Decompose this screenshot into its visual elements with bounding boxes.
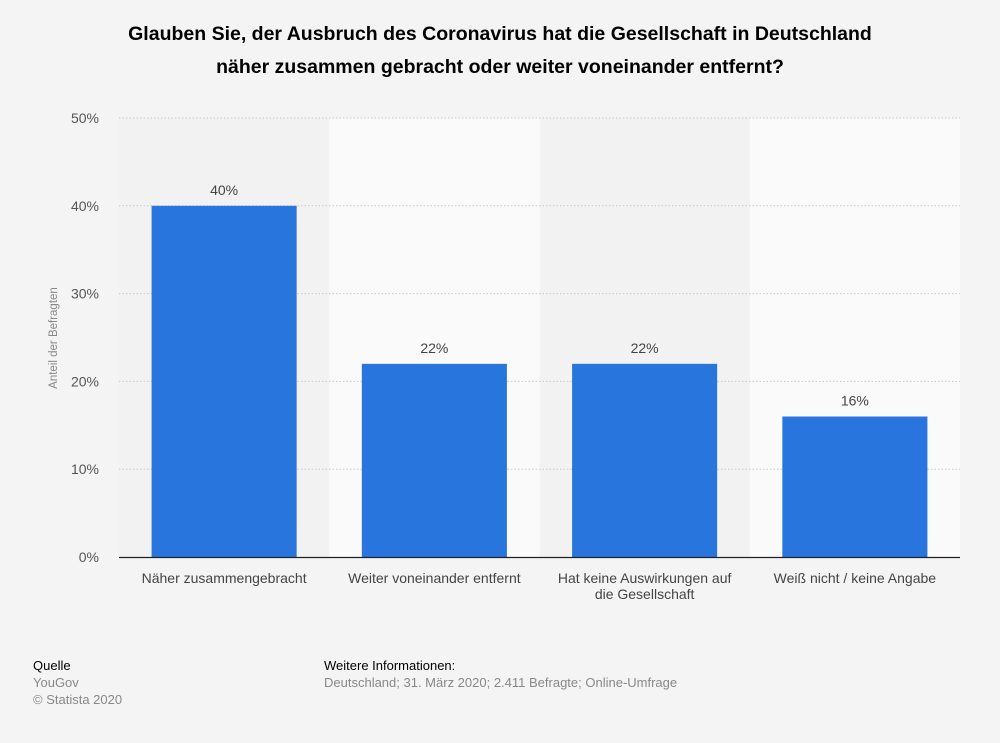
data-labels: 40% 22% 22% 16% <box>210 182 869 409</box>
y-tick-label: 40% <box>71 198 99 214</box>
info-heading: Weitere Informationen: <box>324 658 456 673</box>
source-heading: Quelle <box>33 658 71 673</box>
y-axis-title: Anteil der Befragten <box>48 287 60 389</box>
category-label: Weiter voneinander entfernt <box>348 570 521 586</box>
bar[interactable] <box>572 363 718 557</box>
bar[interactable] <box>782 416 928 557</box>
data-label: 22% <box>420 340 448 356</box>
category-labels: Näher zusammengebracht Weiter voneinander… <box>142 570 937 602</box>
y-axis-ticks: 0% 10% 20% 30% 40% 50% <box>71 110 99 565</box>
data-label: 40% <box>210 182 238 198</box>
bar-chart: 0% 10% 20% 30% 40% 50% 40% 22% 22% 16% Näher zus… <box>48 110 960 602</box>
data-label: 16% <box>841 393 869 409</box>
y-tick-label: 0% <box>79 549 99 565</box>
bars <box>151 205 928 558</box>
data-label: 22% <box>631 340 659 356</box>
category-label: Hat keine Auswirkungen auf <box>558 570 732 586</box>
y-tick-label: 30% <box>71 286 99 302</box>
bar[interactable] <box>151 205 297 558</box>
info-block: Weitere Informationen: Deutschland; 31. … <box>324 657 677 691</box>
chart-title-line-2: näher zusammen gebracht oder weiter vone… <box>216 56 784 78</box>
y-tick-label: 10% <box>71 461 99 477</box>
info-text: Deutschland; 31. März 2020; 2.411 Befrag… <box>324 675 678 690</box>
source-name: YouGov <box>33 675 79 690</box>
category-label: Näher zusammengebracht <box>142 570 307 586</box>
copyright: © Statista 2020 <box>33 692 123 707</box>
y-tick-label: 20% <box>71 373 99 389</box>
y-tick-label: 50% <box>71 110 99 126</box>
category-label: die Gesellschaft <box>595 586 695 602</box>
source-block: Quelle YouGov © Statista 2020 <box>33 657 122 708</box>
chart-title-line-1: Glauben Sie, der Ausbruch des Coronaviru… <box>128 23 872 45</box>
chart-title: Glauben Sie, der Ausbruch des Coronaviru… <box>0 18 1000 84</box>
bar[interactable] <box>361 363 507 557</box>
category-label: Weiß nicht / keine Angabe <box>774 570 937 586</box>
